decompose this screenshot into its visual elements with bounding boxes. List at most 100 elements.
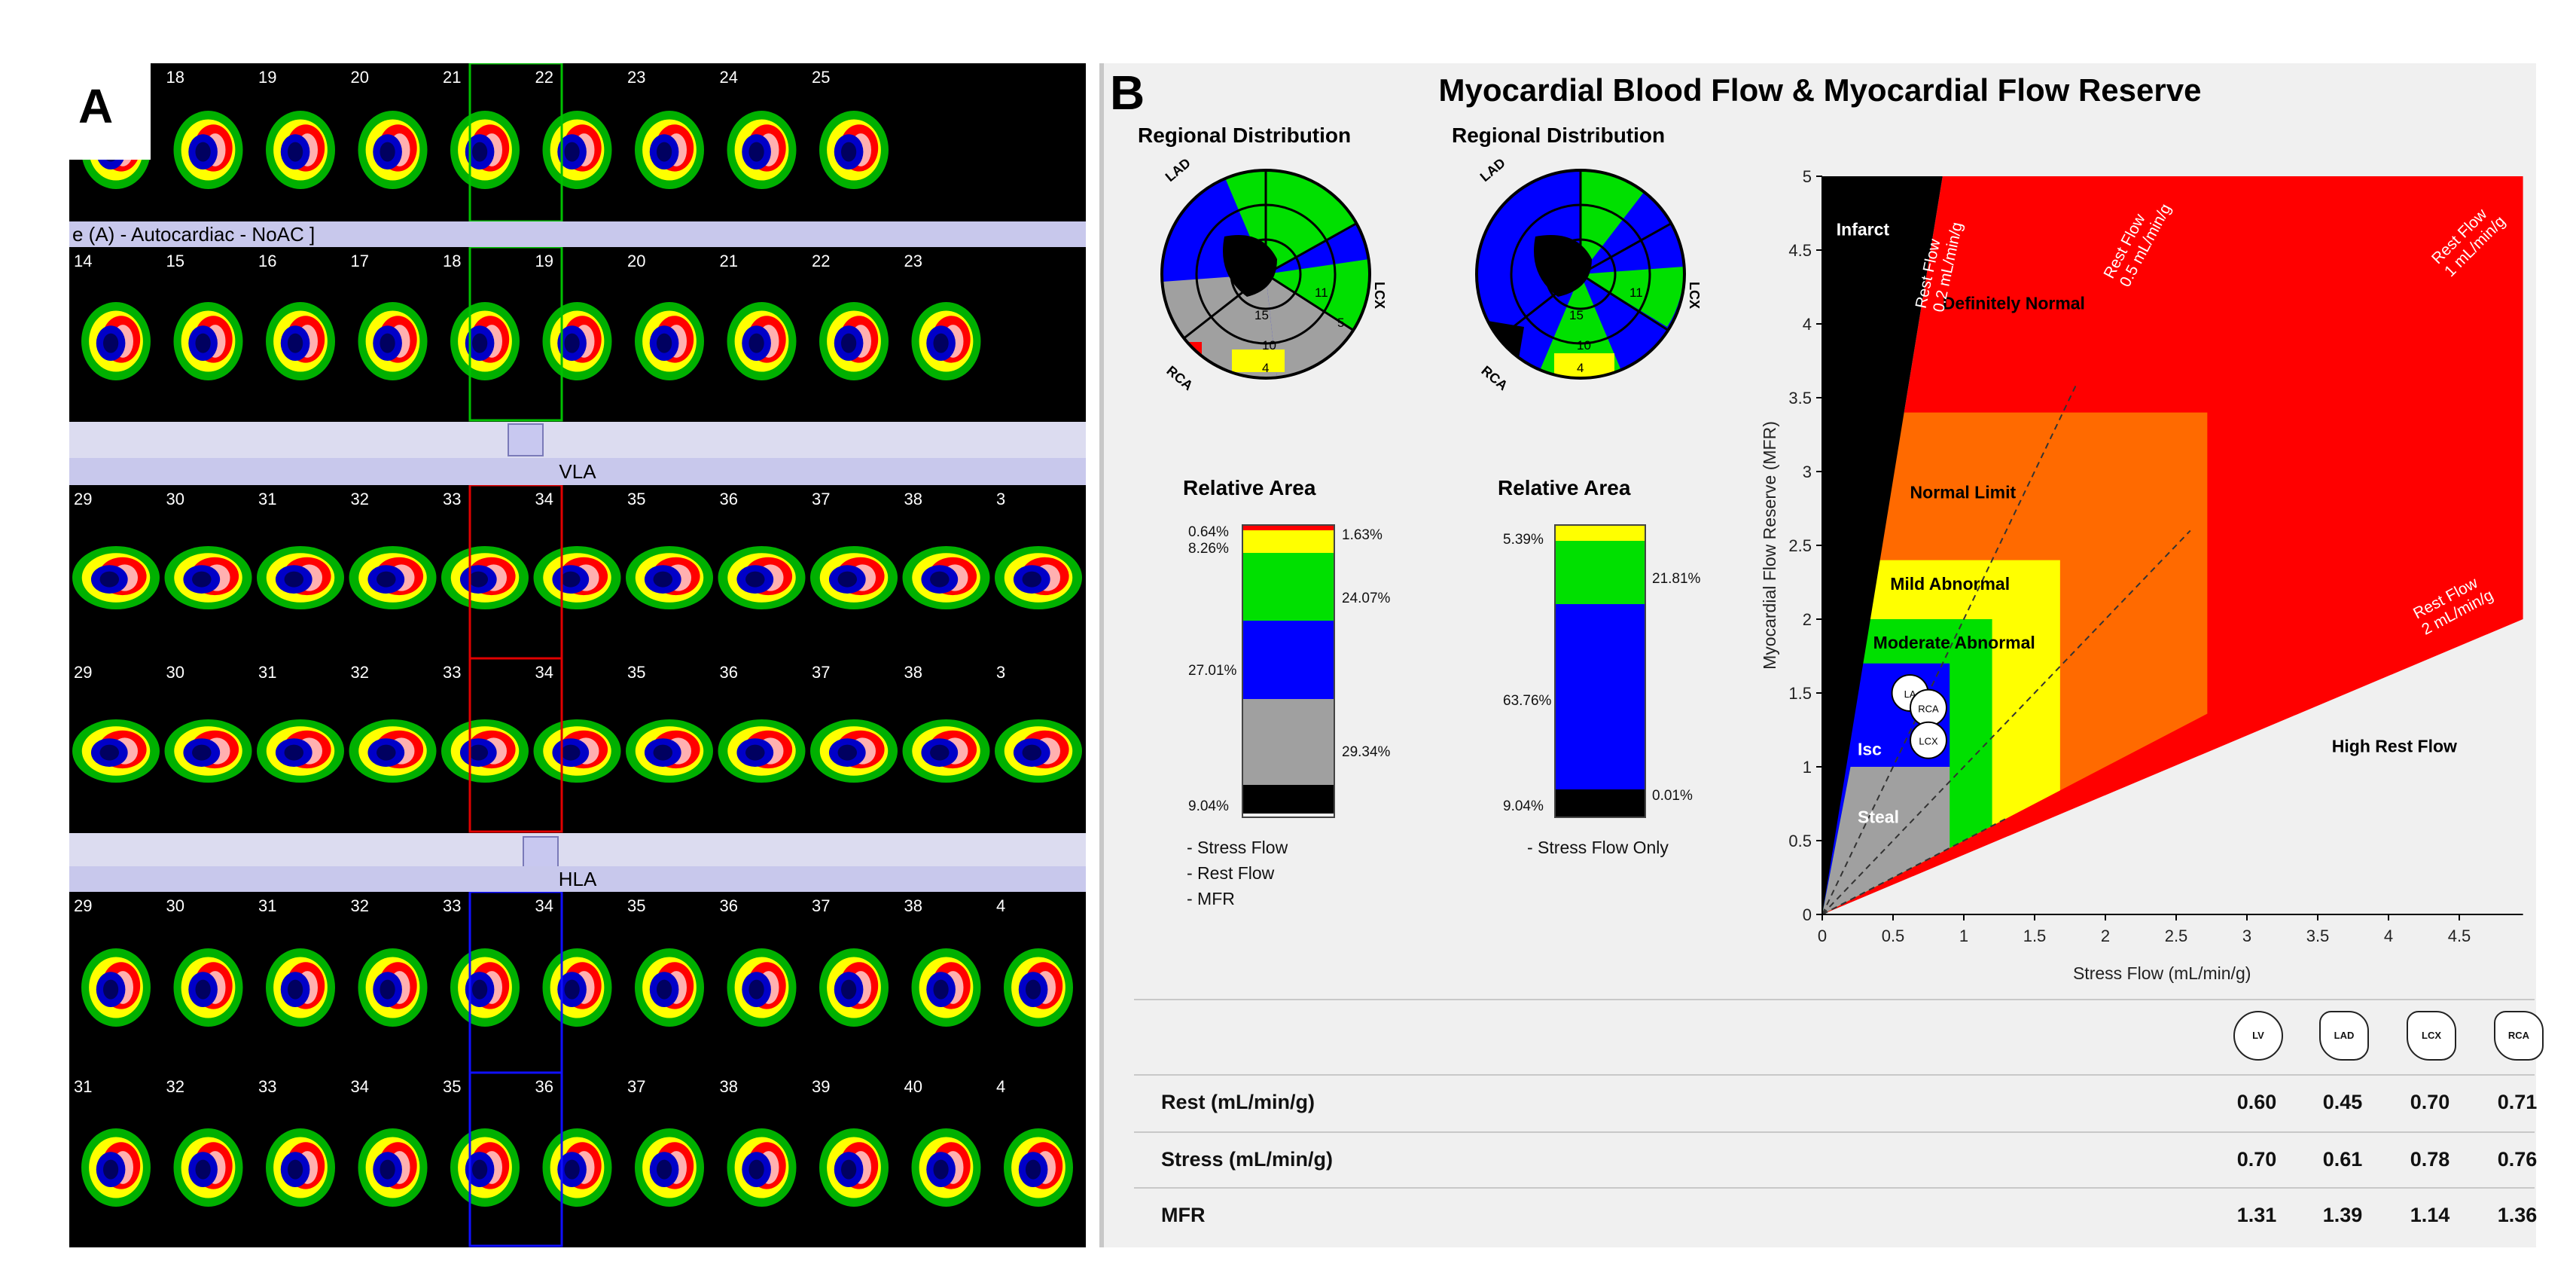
polar-left-green-lcx	[1266, 259, 1370, 334]
series-header-text: e (A) - Autocardiac - NoAC ]	[72, 223, 316, 246]
polar-right-black-corner	[1479, 319, 1524, 372]
slice-tile[interactable]	[266, 1128, 335, 1207]
slice-tile[interactable]	[810, 719, 898, 783]
vla-scroll-tab[interactable]	[508, 423, 544, 456]
relative-area-heading-left: Relative Area	[1183, 476, 1316, 499]
report-title: Myocardial Blood Flow & Myocardial Flow …	[1438, 72, 2202, 108]
slice-tile[interactable]	[1004, 948, 1073, 1027]
slice-tile[interactable]	[72, 719, 160, 783]
slice-tile[interactable]	[257, 546, 344, 609]
slice-tile[interactable]	[358, 302, 428, 380]
slice-tile[interactable]	[173, 1128, 243, 1207]
y-tick-label: 4.5	[1788, 241, 1812, 260]
slice-tile[interactable]	[626, 546, 713, 609]
slice-tile[interactable]	[635, 1128, 704, 1207]
slice-tile[interactable]	[533, 546, 621, 609]
slice-tile[interactable]	[349, 719, 437, 783]
slice-tile[interactable]	[635, 111, 704, 189]
slice-tile[interactable]	[266, 302, 335, 380]
hla-scroll-tab[interactable]	[523, 836, 559, 869]
polar-right-seg-10: 10	[1577, 338, 1591, 353]
slice-tile[interactable]	[1004, 1128, 1073, 1207]
slice-tile[interactable]	[81, 302, 151, 380]
slice-tile[interactable]	[635, 948, 704, 1027]
table-cell: 0.60	[2236, 1091, 2277, 1113]
slice-tile[interactable]	[81, 1128, 151, 1207]
hla-separator	[69, 833, 1086, 866]
slice-tile[interactable]	[441, 719, 529, 783]
label-steal: Steal	[1858, 807, 1899, 826]
lv-region-icon: LV	[2233, 1011, 2283, 1061]
slice-tile[interactable]	[173, 111, 243, 189]
panel-a-letter: A	[78, 79, 114, 133]
slice-tile[interactable]	[819, 111, 889, 189]
slice-tile[interactable]	[819, 948, 889, 1027]
slice-tile[interactable]	[450, 1128, 520, 1207]
slice-tile[interactable]	[902, 546, 990, 609]
slice-tile[interactable]	[173, 948, 243, 1027]
slice-tile[interactable]	[257, 719, 344, 783]
slice-tile[interactable]	[450, 948, 520, 1027]
slice-tile[interactable]	[533, 719, 621, 783]
area-left-pct-3: 9.04%	[1188, 798, 1229, 814]
area-left-pct-2: 27.01%	[1188, 663, 1237, 679]
slice-tile[interactable]	[911, 948, 981, 1027]
slice-tile[interactable]	[727, 1128, 797, 1207]
slice-tile[interactable]	[635, 302, 704, 380]
slice-tile[interactable]	[542, 302, 612, 380]
slice-number: 32	[166, 1077, 184, 1096]
label-definitely-normal: Definitely Normal	[1943, 293, 2085, 313]
slice-tile[interactable]	[727, 111, 797, 189]
slice-tile[interactable]	[911, 302, 981, 380]
slice-tile[interactable]	[542, 948, 612, 1027]
slice-tile[interactable]	[266, 111, 335, 189]
table-row-label: Stress (mL/min/g)	[1161, 1148, 1334, 1171]
area-left-pct-0: 0.64%	[1188, 524, 1229, 540]
legend-stress-flow-only: - Stress Flow Only	[1527, 838, 1669, 857]
table-top-divider	[1134, 999, 2535, 1000]
slice-number: 24	[720, 68, 738, 87]
table-cell: 0.78	[2410, 1148, 2450, 1171]
slice-tile[interactable]	[902, 719, 990, 783]
slice-tile[interactable]	[819, 302, 889, 380]
y-tick-label: 0.5	[1788, 832, 1812, 850]
slice-tile[interactable]	[995, 546, 1082, 609]
slice-tile[interactable]	[718, 719, 806, 783]
slice-tile[interactable]	[542, 111, 612, 189]
slice-tile[interactable]	[819, 1128, 889, 1207]
isoline-rest-2	[1821, 817, 2007, 915]
slice-tile[interactable]	[450, 111, 520, 189]
slice-number: 31	[258, 663, 276, 682]
slice-tile[interactable]	[450, 302, 520, 380]
slice-number: 21	[443, 68, 461, 87]
slice-tile[interactable]	[266, 948, 335, 1027]
slice-tile[interactable]	[718, 546, 806, 609]
slice-tile[interactable]	[995, 719, 1082, 783]
slice-number: 37	[812, 896, 830, 915]
slice-tile[interactable]	[441, 546, 529, 609]
slice-number: 36	[535, 1077, 553, 1096]
slice-tile[interactable]	[358, 1128, 428, 1207]
lcx-region-icon: LCX	[2407, 1011, 2456, 1061]
panel-b-mbf-report: B Myocardial Blood Flow & Myocardial Flo…	[1099, 63, 2544, 1247]
table-cell: 1.39	[2322, 1204, 2363, 1226]
slice-tile[interactable]	[626, 719, 713, 783]
slice-tile[interactable]	[542, 1128, 612, 1207]
slice-tile[interactable]	[358, 111, 428, 189]
slice-tile[interactable]	[727, 302, 797, 380]
slice-tile[interactable]	[911, 1128, 981, 1207]
slice-tile[interactable]	[349, 546, 437, 609]
slice-tile[interactable]	[173, 302, 243, 380]
slice-tile[interactable]	[164, 719, 252, 783]
patient-marker-label: RCA	[1918, 704, 1939, 715]
slice-tile[interactable]	[81, 948, 151, 1027]
slice-tile[interactable]	[727, 948, 797, 1027]
slice-tile[interactable]	[72, 546, 160, 609]
slice-tile[interactable]	[810, 546, 898, 609]
slice-tile[interactable]	[358, 948, 428, 1027]
slice-image-grid: 1718192021222324251415161718192021222329…	[72, 63, 1082, 1247]
table-cell: 0.71	[2497, 1091, 2538, 1113]
y-tick-label: 1.5	[1788, 684, 1812, 703]
slice-tile[interactable]	[164, 546, 252, 609]
table-row-label: Rest (mL/min/g)	[1161, 1091, 1315, 1113]
